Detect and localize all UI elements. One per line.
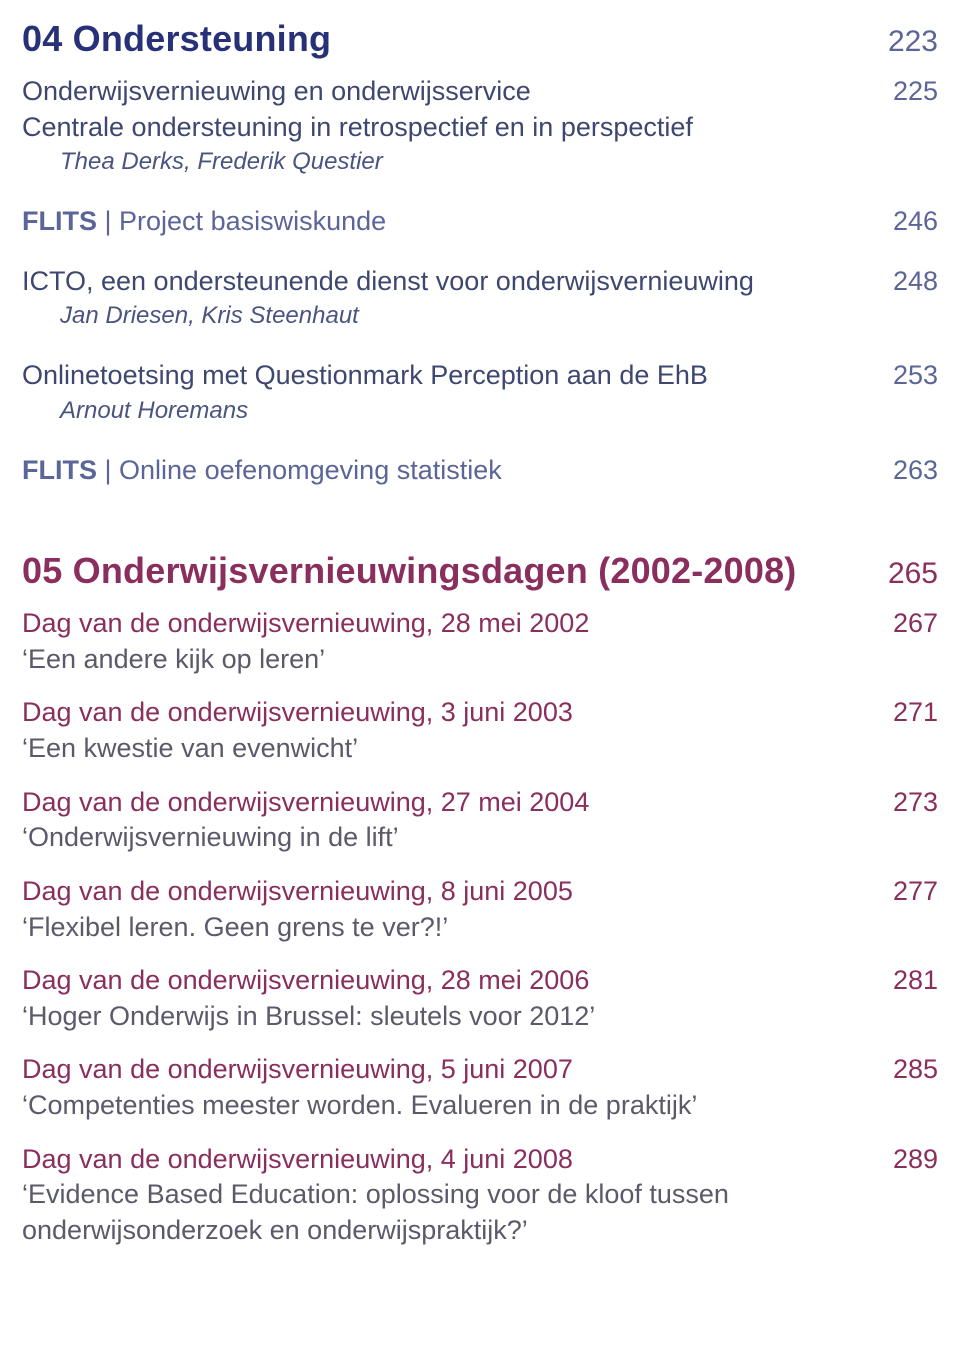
toc-entry: Onderwijsvernieuwing en onderwijsservice… [22,74,938,180]
entry-title: FLITS | Online oefenomgeving statistiek [22,453,502,489]
entry-subtitle: ‘Hoger Onderwijs in Brussel: sleutels vo… [22,999,842,1035]
entry-title: Dag van de onderwijsvernieuwing, 3 juni … [22,695,573,731]
entry-authors: Thea Derks, Frederik Questier [22,145,938,180]
entry-page: 271 [877,697,938,728]
entry-title: FLITS | Project basiswiskunde [22,204,386,240]
entry-page: 273 [877,787,938,818]
toc-entry: ICTO, een ondersteunende dienst voor ond… [22,264,938,334]
toc-entry: FLITS | Project basiswiskunde 246 [22,204,938,240]
flits-sep: | [97,206,119,236]
flits-title: Online oefenomgeving statistiek [119,455,502,485]
flits-prefix: FLITS [22,206,97,236]
toc-section-04: 04 Ondersteuning 223 Onderwijsvernieuwin… [22,18,938,488]
entry-subtitle: ‘Flexibel leren. Geen grens te ver?!’ [22,910,842,946]
section-04-heading-row: 04 Ondersteuning 223 [22,18,938,60]
entry-title: ICTO, een ondersteunende dienst voor ond… [22,264,754,300]
toc-entry: Dag van de onderwijsvernieuwing, 8 juni … [22,874,938,945]
entry-title: Dag van de onderwijsvernieuwing, 28 mei … [22,963,589,999]
entry-subtitle: Centrale ondersteuning in retrospectief … [22,110,842,146]
entry-title: Dag van de onderwijsvernieuwing, 5 juni … [22,1052,573,1088]
entry-page: 281 [877,965,938,996]
entry-title: Onderwijsvernieuwing en onderwijsservice [22,74,531,110]
toc-section-05: 05 Onderwijsvernieuwingsdagen (2002-2008… [22,550,938,1248]
flits-sep: | [97,455,119,485]
section-05-page: 265 [888,557,938,591]
entry-subtitle: ‘Competenties meester worden. Evalueren … [22,1088,842,1124]
entry-page: 248 [877,266,938,297]
entry-authors: Jan Driesen, Kris Steenhaut [22,299,938,334]
entry-page: 263 [877,455,938,486]
entry-title: Dag van de onderwijsvernieuwing, 28 mei … [22,606,589,642]
section-04-page: 223 [888,25,938,59]
section-05-heading-row: 05 Onderwijsvernieuwingsdagen (2002-2008… [22,550,938,592]
entry-authors: Arnout Horemans [22,394,938,429]
toc-page: 04 Ondersteuning 223 Onderwijsvernieuwin… [0,0,960,1361]
entry-subtitle: ‘Een andere kijk op leren’ [22,642,842,678]
entry-title: Dag van de onderwijsvernieuwing, 4 juni … [22,1142,573,1178]
section-05-title: 05 Onderwijsvernieuwingsdagen (2002-2008… [22,550,797,592]
entry-subtitle: ‘Evidence Based Education: oplossing voo… [22,1177,842,1248]
toc-entry: Onlinetoetsing met Questionmark Percepti… [22,358,938,428]
entry-page: 225 [877,76,938,107]
entry-page: 277 [877,876,938,907]
entry-page: 289 [877,1144,938,1175]
entry-page: 253 [877,360,938,391]
toc-entry: Dag van de onderwijsvernieuwing, 28 mei … [22,963,938,1034]
section-04-title: 04 Ondersteuning [22,18,331,60]
toc-entry: Dag van de onderwijsvernieuwing, 28 mei … [22,606,938,677]
entry-page: 267 [877,608,938,639]
toc-entry: Dag van de onderwijsvernieuwing, 3 juni … [22,695,938,766]
entry-title: Dag van de onderwijsvernieuwing, 8 juni … [22,874,573,910]
toc-entry: Dag van de onderwijsvernieuwing, 27 mei … [22,785,938,856]
entry-title: Onlinetoetsing met Questionmark Percepti… [22,358,708,394]
flits-prefix: FLITS [22,455,97,485]
entry-page: 246 [877,206,938,237]
entry-subtitle: ‘Een kwestie van evenwicht’ [22,731,842,767]
toc-entry: Dag van de onderwijsvernieuwing, 5 juni … [22,1052,938,1123]
entry-subtitle: ‘Onderwijsvernieuwing in de lift’ [22,820,842,856]
entry-title: Dag van de onderwijsvernieuwing, 27 mei … [22,785,589,821]
entry-page: 285 [877,1054,938,1085]
flits-title: Project basiswiskunde [119,206,386,236]
toc-entry: Dag van de onderwijsvernieuwing, 4 juni … [22,1142,938,1249]
toc-entry: FLITS | Online oefenomgeving statistiek … [22,453,938,489]
